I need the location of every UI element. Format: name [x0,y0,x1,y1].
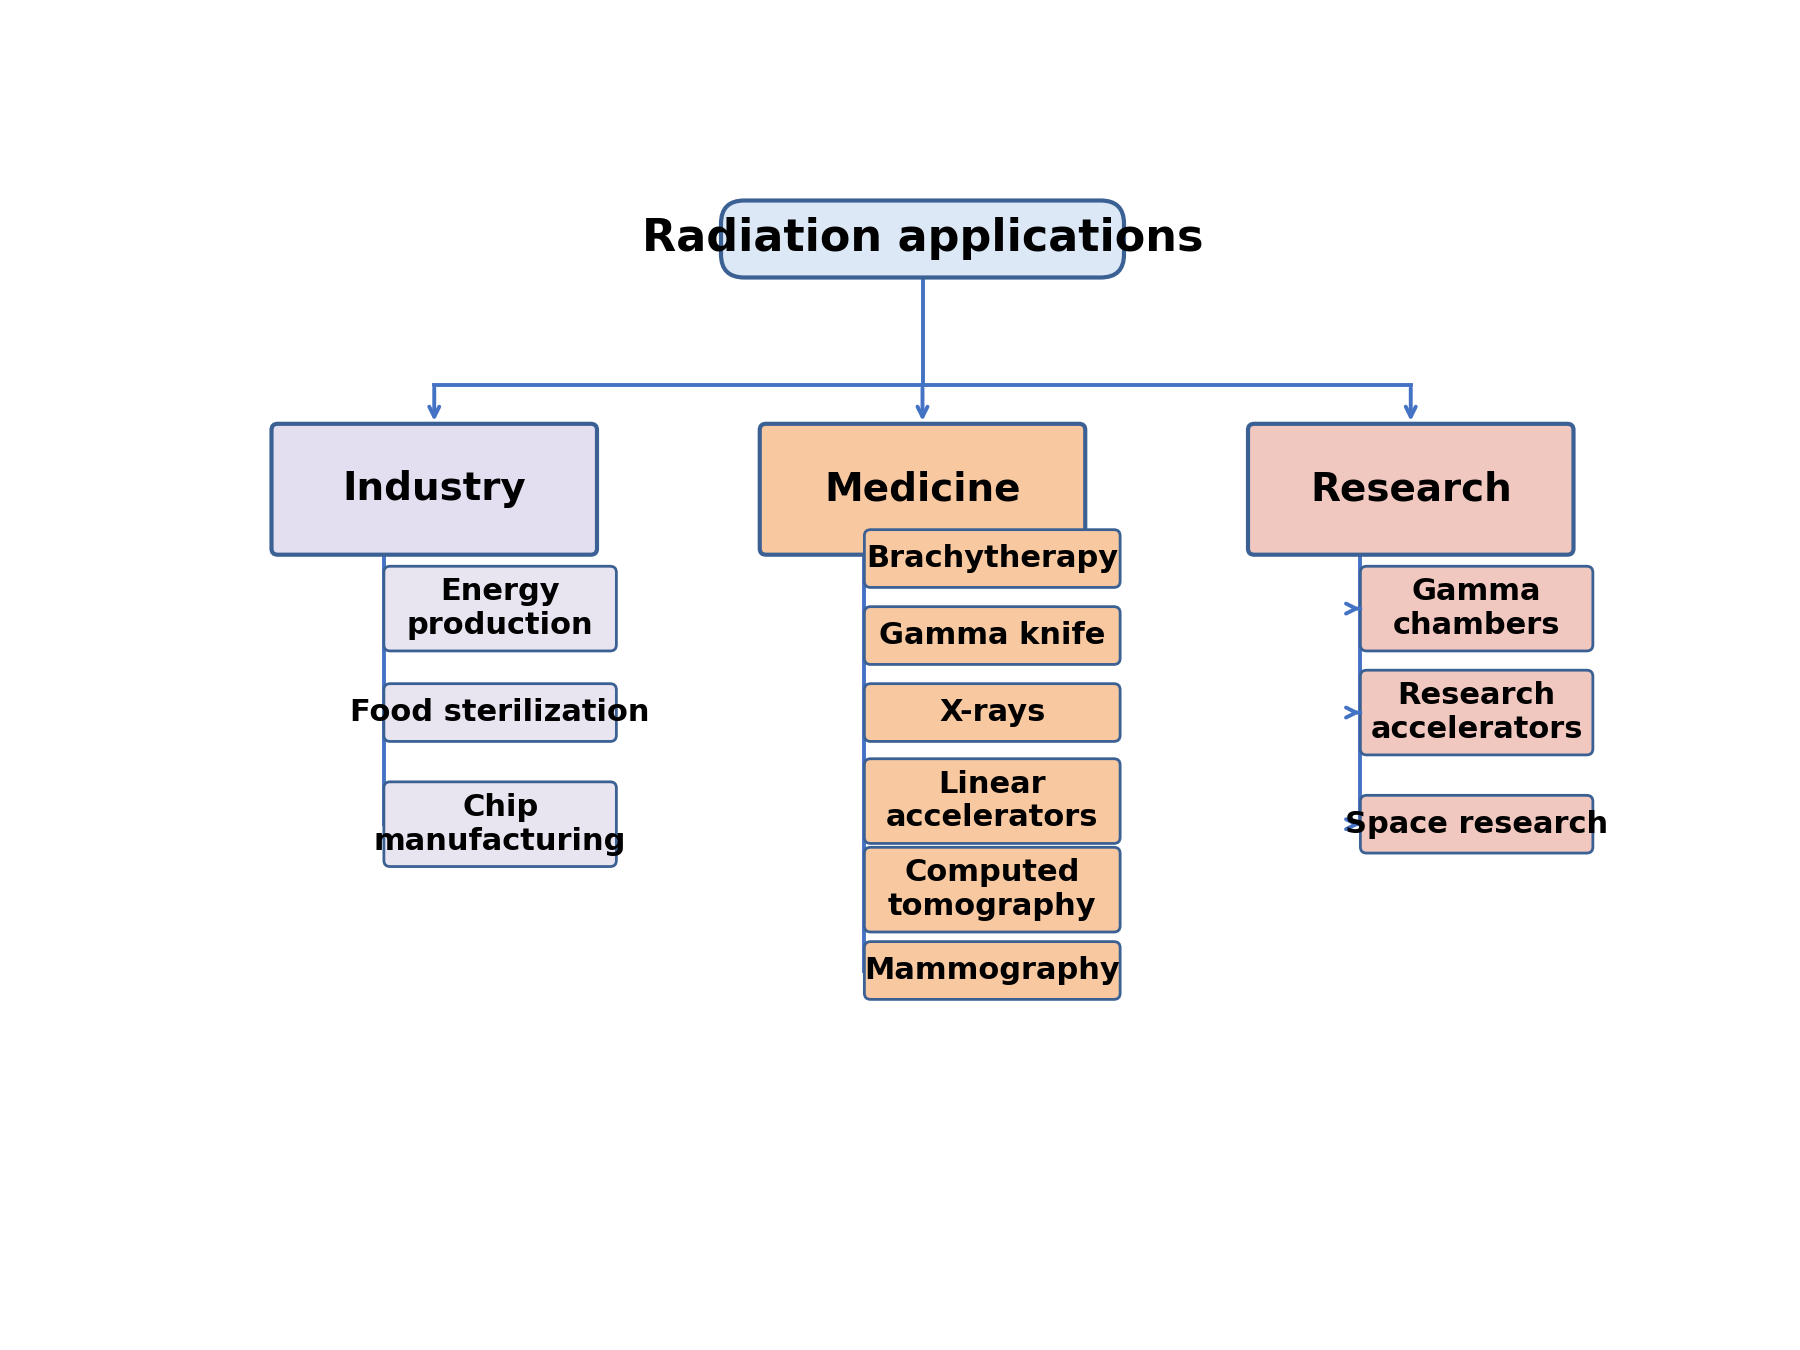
Text: Radiation applications: Radiation applications [643,217,1202,261]
FancyBboxPatch shape [864,759,1120,844]
FancyBboxPatch shape [1361,670,1593,755]
FancyBboxPatch shape [383,683,616,741]
Text: Space research: Space research [1345,810,1607,838]
Text: Medicine: Medicine [824,470,1021,508]
FancyBboxPatch shape [864,848,1120,931]
Text: Industry: Industry [342,470,526,508]
FancyBboxPatch shape [864,529,1120,587]
Text: Computed
tomography: Computed tomography [887,859,1096,921]
FancyBboxPatch shape [383,782,616,867]
FancyBboxPatch shape [760,424,1085,555]
Text: X-rays: X-rays [940,698,1046,728]
FancyBboxPatch shape [272,424,598,555]
FancyBboxPatch shape [1247,424,1573,555]
FancyBboxPatch shape [864,683,1120,741]
Text: Energy
production: Energy production [407,578,594,640]
Text: Research
accelerators: Research accelerators [1370,682,1582,744]
Text: Linear
accelerators: Linear accelerators [886,769,1098,833]
Text: Brachytherapy: Brachytherapy [866,544,1118,572]
FancyBboxPatch shape [864,606,1120,664]
FancyBboxPatch shape [1361,566,1593,651]
Text: Gamma knife: Gamma knife [878,621,1105,651]
Text: Gamma
chambers: Gamma chambers [1393,578,1561,640]
FancyBboxPatch shape [383,566,616,651]
Text: Chip
manufacturing: Chip manufacturing [374,792,626,856]
FancyBboxPatch shape [1361,795,1593,853]
Text: Food sterilization: Food sterilization [351,698,650,728]
Text: Research: Research [1310,470,1512,508]
Text: Mammography: Mammography [864,956,1120,986]
FancyBboxPatch shape [864,942,1120,999]
FancyBboxPatch shape [722,201,1123,278]
